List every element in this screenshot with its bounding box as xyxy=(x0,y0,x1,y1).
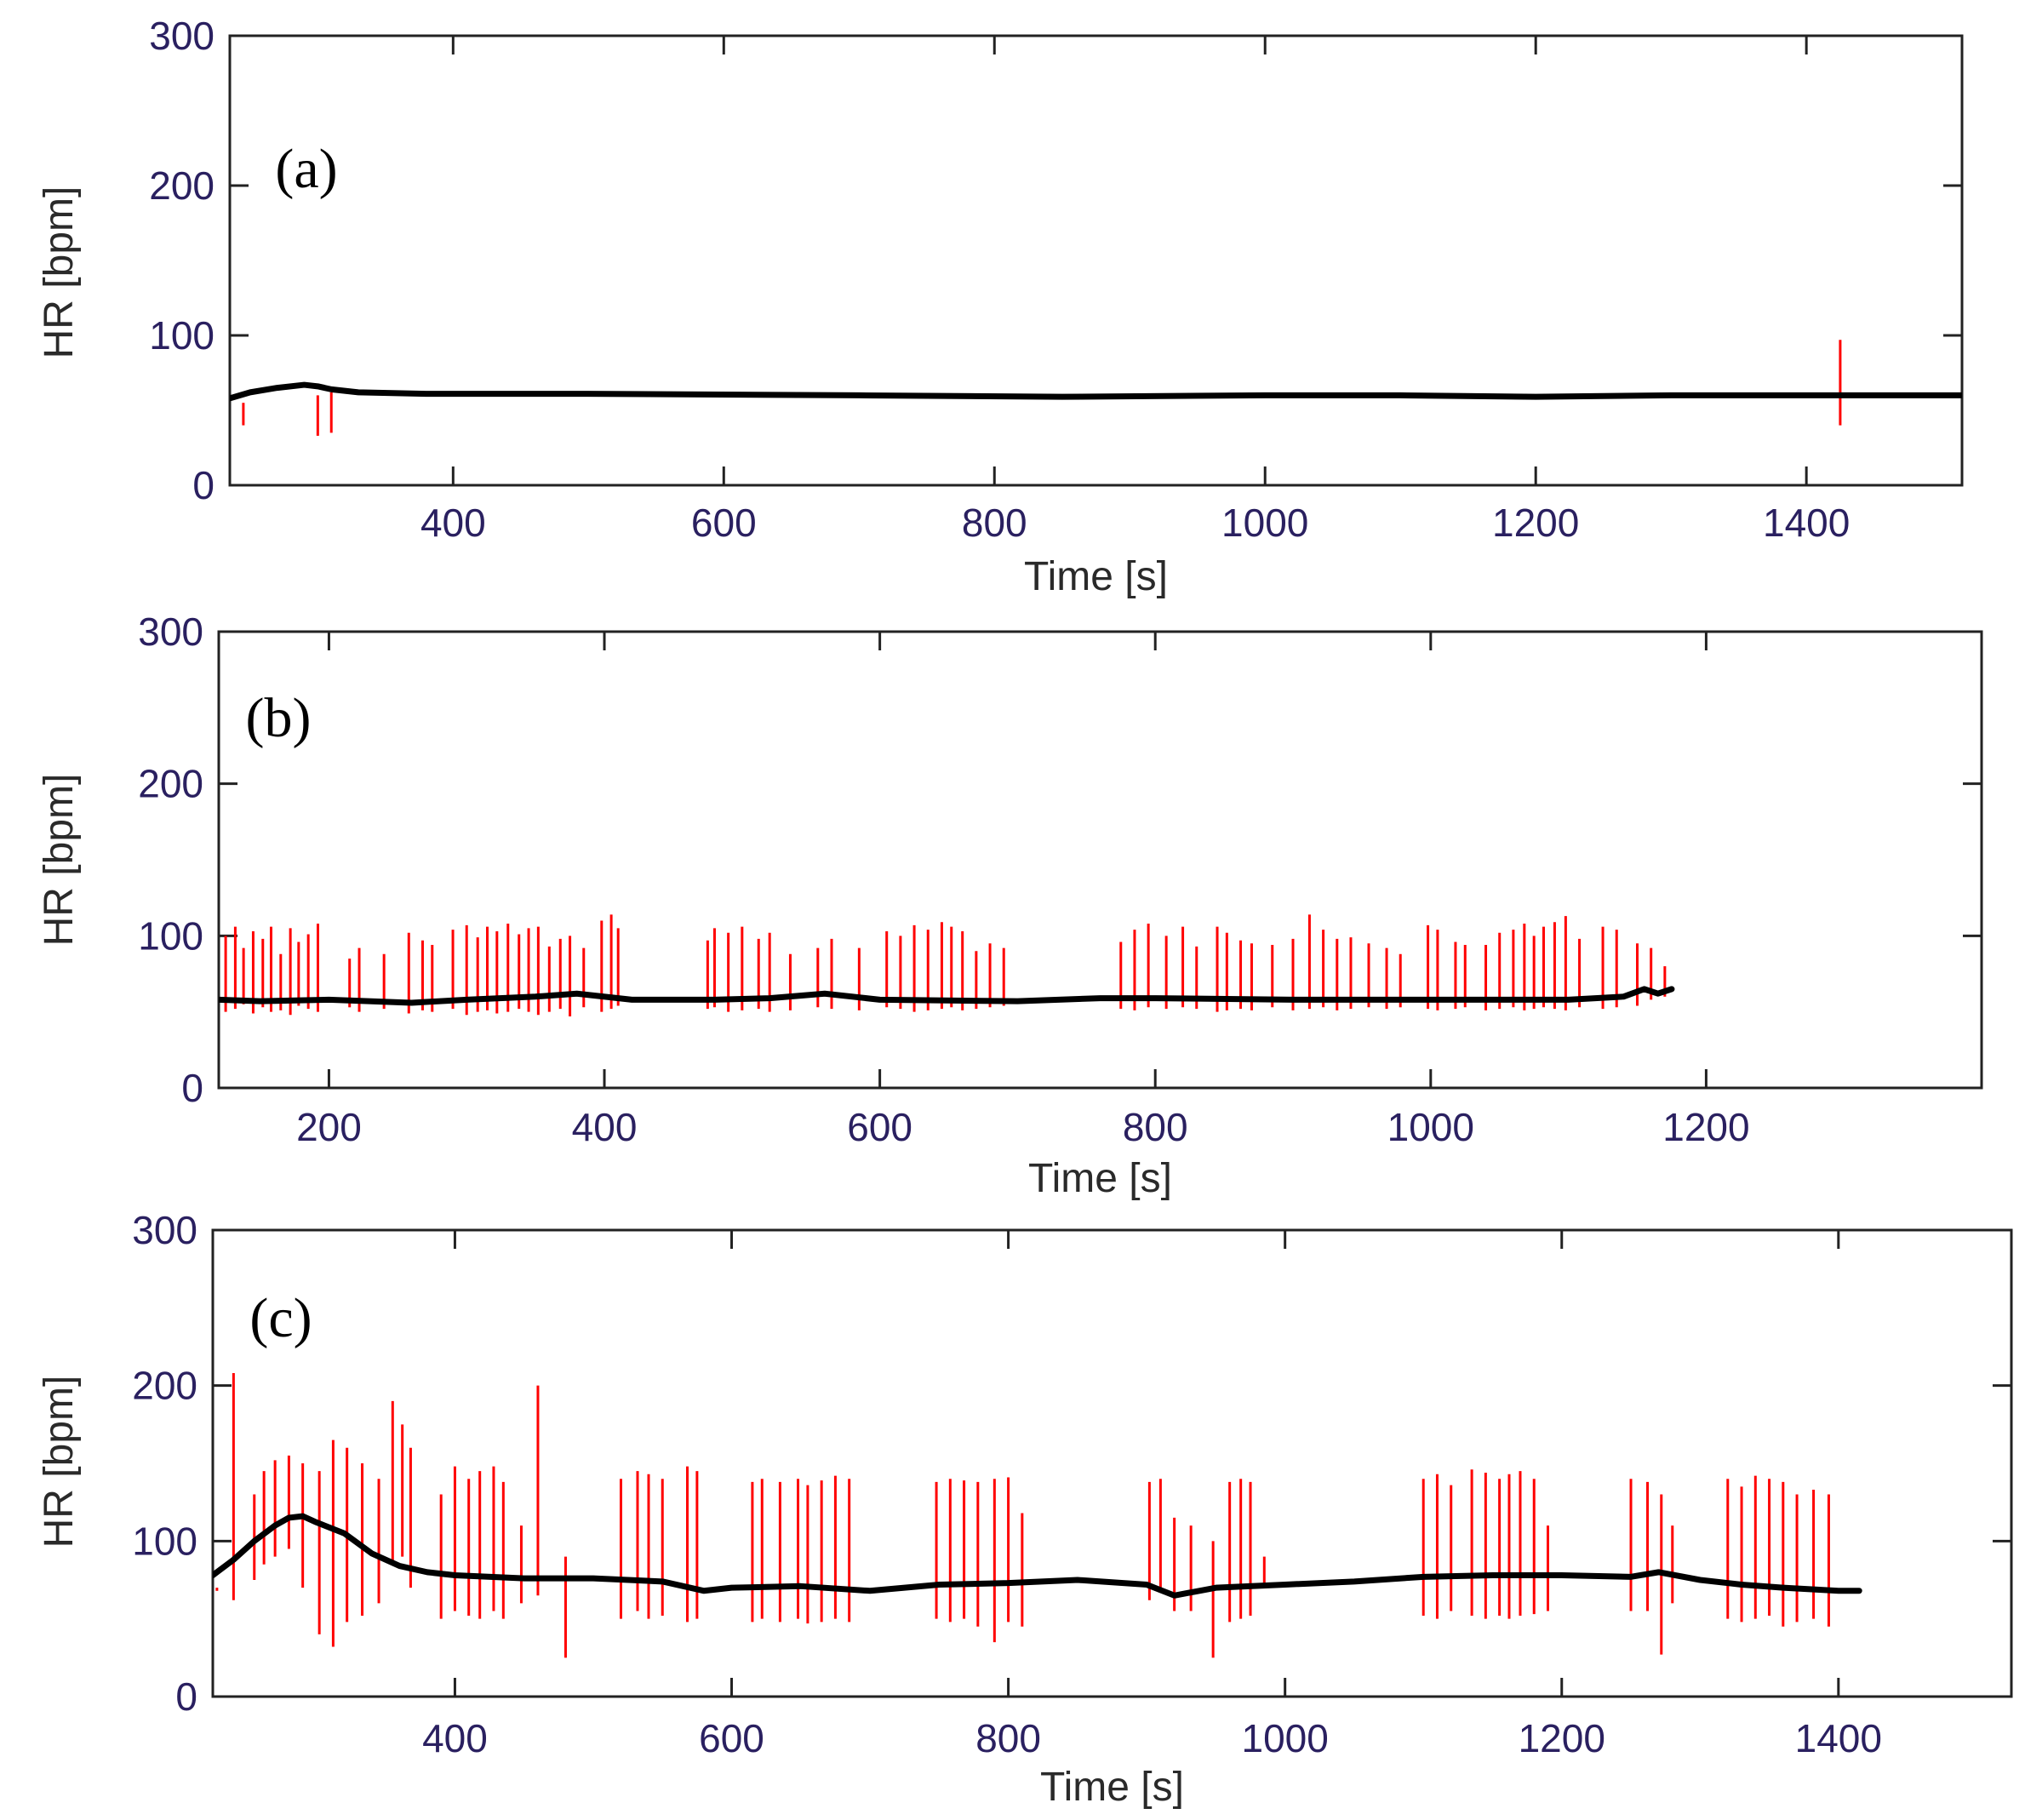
panel-letter: (a) xyxy=(275,138,337,200)
x-tick-label: 600 xyxy=(847,1105,912,1149)
plot-area xyxy=(213,1373,1862,1658)
y-tick-label: 0 xyxy=(181,1066,203,1110)
x-axis-label: Time [s] xyxy=(1024,554,1168,599)
x-tick-label: 1000 xyxy=(1242,1716,1329,1760)
panel-c: 0 100 200 300 400 600 800 1000 1200 1400 Time [s] H… xyxy=(37,1208,2013,1810)
filtered-hr-line xyxy=(213,1513,1862,1599)
x-tick-label: 400 xyxy=(422,1716,488,1760)
x-tick-label: 1200 xyxy=(1519,1716,1605,1760)
y-tick-label: 200 xyxy=(138,762,203,806)
plot-frame xyxy=(211,1228,2013,1698)
x-tick-label: 800 xyxy=(975,1716,1041,1760)
plot-area xyxy=(219,914,1675,1017)
x-tick-label: 400 xyxy=(420,501,486,545)
y-tick-label: 100 xyxy=(132,1519,197,1563)
x-tick-label: 800 xyxy=(962,501,1027,545)
y-tick-label: 100 xyxy=(138,913,203,958)
y-axis-label: HR [bpm] xyxy=(37,774,82,947)
x-axis-label: Time [s] xyxy=(1040,1765,1184,1810)
y-tick-label: 200 xyxy=(132,1364,197,1408)
y-tick-label: 300 xyxy=(138,610,203,654)
y-tick-label: 0 xyxy=(175,1674,197,1719)
x-tick-label: 1400 xyxy=(1795,1716,1882,1760)
filtered-hr-line xyxy=(230,381,1962,402)
x-tick-label: 600 xyxy=(691,501,757,545)
x-tick-label: 1400 xyxy=(1763,501,1850,545)
x-tick-label: 800 xyxy=(1123,1105,1188,1149)
x-tick-label: 600 xyxy=(699,1716,764,1760)
x-axis-label: Time [s] xyxy=(1028,1156,1172,1201)
y-tick-label: 100 xyxy=(149,313,215,358)
x-tick-label: 1000 xyxy=(1387,1105,1474,1149)
panel-letter: (b) xyxy=(246,687,312,749)
filtered-hr-line xyxy=(219,986,1675,1006)
x-tick-label: 1200 xyxy=(1662,1105,1749,1149)
y-tick-label: 300 xyxy=(132,1208,197,1252)
y-tick-label: 0 xyxy=(192,463,215,507)
y-axis-label: HR [bpm] xyxy=(37,1376,82,1548)
panel-letter: (c) xyxy=(249,1287,312,1349)
panel-a: 0 100 200 300 400 600 800 1000 1200 1400 Time [s] H… xyxy=(37,14,1964,599)
plot-frame xyxy=(228,34,1964,487)
x-tick-label: 200 xyxy=(296,1105,362,1149)
y-tick-label: 200 xyxy=(149,163,215,208)
x-tick-label: 1000 xyxy=(1221,501,1308,545)
panel-b: 0 100 200 300 200 400 600 800 1000 1200 Time [s] HR… xyxy=(37,610,1983,1201)
y-axis-label: HR [bpm] xyxy=(37,186,82,359)
plot-frame xyxy=(217,630,1983,1090)
x-tick-label: 1200 xyxy=(1492,501,1579,545)
x-tick-label: 400 xyxy=(572,1105,638,1149)
plot-area xyxy=(230,340,1962,436)
y-tick-label: 300 xyxy=(149,14,215,58)
